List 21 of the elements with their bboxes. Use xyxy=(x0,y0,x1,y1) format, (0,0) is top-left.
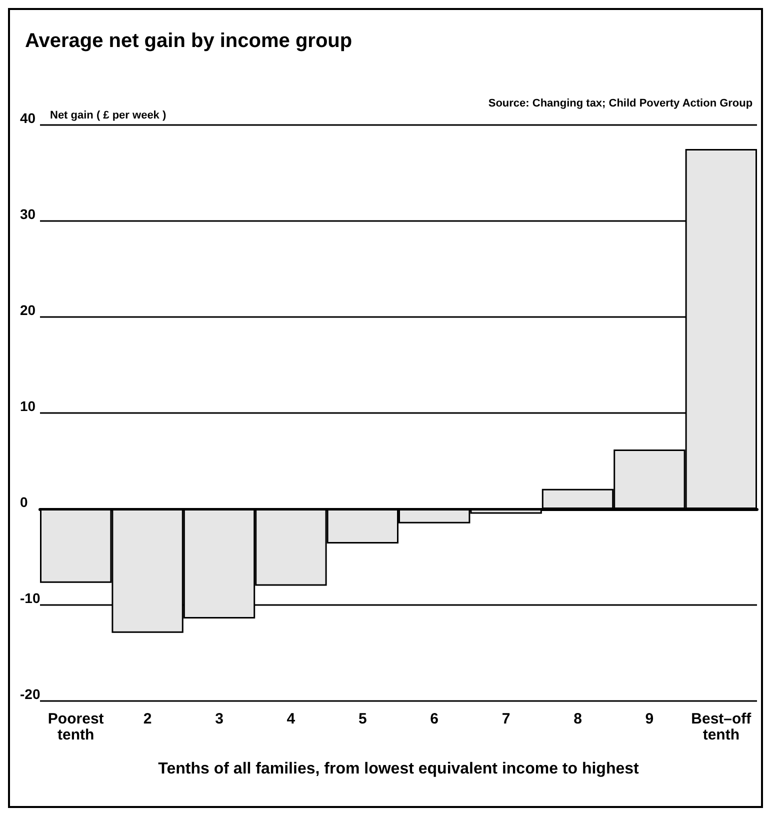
y-tick-label: 10 xyxy=(20,398,36,414)
x-tick-label: 5 xyxy=(358,710,367,728)
x-tick-label: Best–off tenth xyxy=(691,710,752,744)
y-tick-label: -20 xyxy=(20,686,40,702)
y-tick-label: 40 xyxy=(20,110,36,126)
x-tick-label: 3 xyxy=(215,710,224,728)
x-tick-label: 6 xyxy=(430,710,439,728)
y-tick-label: 30 xyxy=(20,206,36,222)
y-tick-label: -10 xyxy=(20,590,40,606)
x-tick-label: Poorest tenth xyxy=(48,710,104,744)
x-tick-label: 2 xyxy=(143,710,152,728)
x-tick-label: 8 xyxy=(574,710,582,728)
x-tick-label: 9 xyxy=(645,710,654,728)
x-tick-label: 4 xyxy=(286,710,296,728)
x-axis-title: Tenths of all families, from lowest equivalent income to highest xyxy=(158,760,640,778)
chart-title: Average net gain by income group xyxy=(25,30,352,52)
y-axis-title: Net gain ( £ per week ) xyxy=(50,110,166,122)
y-tick-label: 20 xyxy=(20,302,36,318)
x-tick-label: 7 xyxy=(502,710,510,728)
y-tick-label: 0 xyxy=(20,494,28,510)
source-note: Source: Changing tax; Child Poverty Action Group xyxy=(488,98,753,110)
